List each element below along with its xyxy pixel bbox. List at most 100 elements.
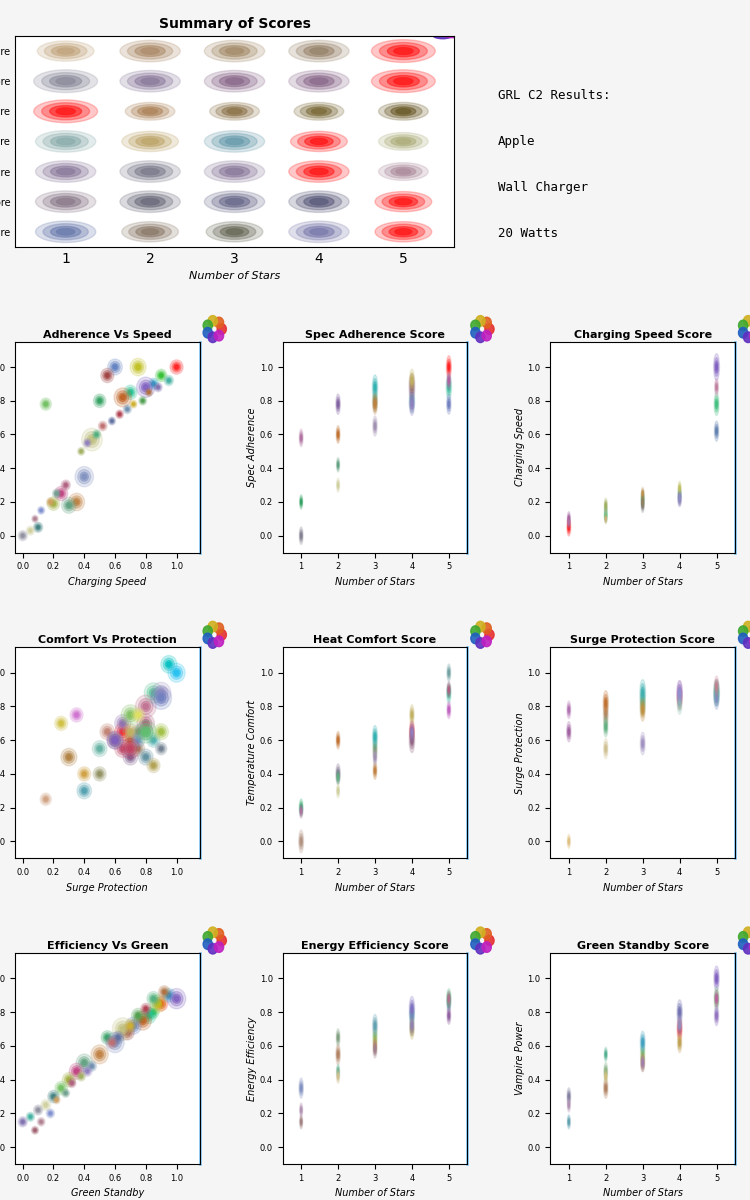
Circle shape [212, 73, 257, 89]
Circle shape [61, 749, 76, 766]
Circle shape [123, 404, 131, 414]
Circle shape [50, 136, 81, 146]
Circle shape [447, 378, 451, 396]
Circle shape [567, 721, 571, 742]
Circle shape [394, 48, 413, 54]
Circle shape [152, 1010, 154, 1014]
Circle shape [410, 720, 415, 743]
Circle shape [338, 774, 339, 780]
Circle shape [374, 1043, 376, 1056]
Circle shape [605, 514, 606, 517]
Circle shape [641, 1057, 644, 1069]
Circle shape [220, 46, 250, 56]
Circle shape [374, 755, 376, 760]
Circle shape [94, 1048, 106, 1061]
Circle shape [385, 134, 422, 148]
Circle shape [337, 1031, 340, 1044]
Circle shape [170, 360, 183, 374]
Circle shape [126, 744, 134, 754]
Circle shape [127, 1021, 134, 1030]
Circle shape [385, 164, 422, 178]
Circle shape [137, 714, 154, 733]
Circle shape [131, 725, 145, 739]
Circle shape [374, 742, 376, 756]
Circle shape [85, 432, 99, 448]
Circle shape [204, 41, 265, 62]
Circle shape [209, 316, 218, 326]
Circle shape [63, 751, 74, 763]
Circle shape [679, 1040, 680, 1045]
Circle shape [59, 492, 63, 496]
Circle shape [166, 378, 171, 383]
Circle shape [471, 626, 480, 636]
Circle shape [136, 746, 140, 750]
Circle shape [64, 1092, 67, 1094]
Circle shape [394, 199, 412, 205]
Circle shape [289, 191, 349, 212]
X-axis label: Number of Stars: Number of Stars [335, 577, 415, 587]
Circle shape [166, 662, 171, 666]
Circle shape [140, 1019, 145, 1022]
Circle shape [67, 503, 70, 508]
Circle shape [136, 738, 140, 742]
Circle shape [410, 392, 415, 415]
Circle shape [20, 1120, 25, 1124]
Circle shape [337, 480, 339, 490]
Circle shape [139, 698, 153, 714]
Circle shape [146, 389, 152, 396]
Circle shape [142, 138, 158, 144]
Circle shape [304, 166, 334, 176]
Circle shape [165, 660, 172, 668]
Circle shape [130, 1022, 137, 1030]
Circle shape [34, 523, 41, 530]
Circle shape [642, 1058, 644, 1067]
Circle shape [160, 748, 163, 750]
Circle shape [143, 721, 148, 726]
Circle shape [476, 316, 485, 326]
Circle shape [410, 724, 414, 739]
Circle shape [296, 163, 341, 180]
Circle shape [338, 737, 339, 744]
Circle shape [64, 499, 74, 511]
Circle shape [642, 740, 644, 746]
Circle shape [70, 1081, 74, 1085]
Circle shape [716, 686, 718, 700]
Circle shape [641, 493, 644, 504]
Circle shape [299, 1078, 303, 1098]
Circle shape [568, 1094, 569, 1099]
Circle shape [567, 1115, 571, 1129]
Circle shape [147, 686, 160, 700]
Circle shape [391, 107, 416, 115]
Circle shape [82, 474, 86, 479]
Circle shape [301, 1109, 302, 1112]
Circle shape [679, 493, 681, 504]
Circle shape [641, 1048, 644, 1062]
Circle shape [391, 137, 416, 146]
Circle shape [75, 1069, 78, 1073]
Circle shape [119, 745, 126, 752]
Circle shape [716, 690, 717, 696]
Circle shape [79, 449, 84, 454]
Circle shape [120, 1026, 125, 1032]
Circle shape [33, 516, 38, 521]
Circle shape [301, 805, 302, 810]
Circle shape [143, 703, 148, 709]
Circle shape [135, 728, 141, 734]
Circle shape [448, 994, 450, 1003]
Circle shape [448, 997, 450, 1010]
Circle shape [448, 400, 450, 409]
Circle shape [411, 730, 413, 734]
Circle shape [382, 224, 424, 239]
Circle shape [124, 385, 137, 400]
Circle shape [52, 502, 55, 505]
Circle shape [174, 996, 178, 1001]
Circle shape [568, 518, 570, 527]
Circle shape [122, 1027, 132, 1038]
Circle shape [299, 494, 303, 509]
Circle shape [141, 1003, 151, 1014]
Circle shape [374, 397, 376, 412]
Circle shape [374, 1045, 376, 1054]
Circle shape [604, 722, 607, 731]
Circle shape [448, 994, 450, 1004]
Circle shape [310, 198, 328, 205]
